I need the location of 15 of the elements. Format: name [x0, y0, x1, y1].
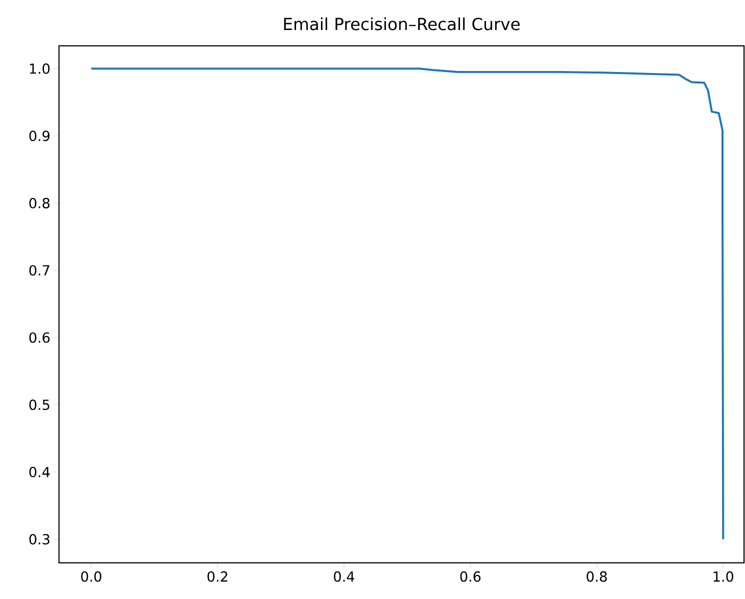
x-tick-label: 0.4: [334, 571, 354, 582]
y-tick-label: 1.0: [30, 63, 50, 74]
y-tick-label: 0.3: [29, 534, 50, 544]
y-tick-label: 0.8: [29, 198, 50, 208]
x-tick-label: 0.8: [586, 571, 607, 582]
x-tick-label: 0.6: [460, 571, 481, 582]
y-tick-label: 0.4: [29, 466, 50, 478]
chart-title: Email Precision–Recall Curve: [284, 17, 520, 30]
y-tick-label: 0.6: [29, 332, 50, 343]
y-tick-label: 0.9: [29, 130, 50, 142]
x-tick-label: 0.2: [208, 571, 228, 582]
y-tick-label: 0.7: [29, 265, 50, 276]
x-tick-label: 0.0: [81, 571, 102, 582]
x-tick-label: 1.0: [714, 571, 734, 582]
y-tick-label: 0.5: [29, 400, 50, 410]
